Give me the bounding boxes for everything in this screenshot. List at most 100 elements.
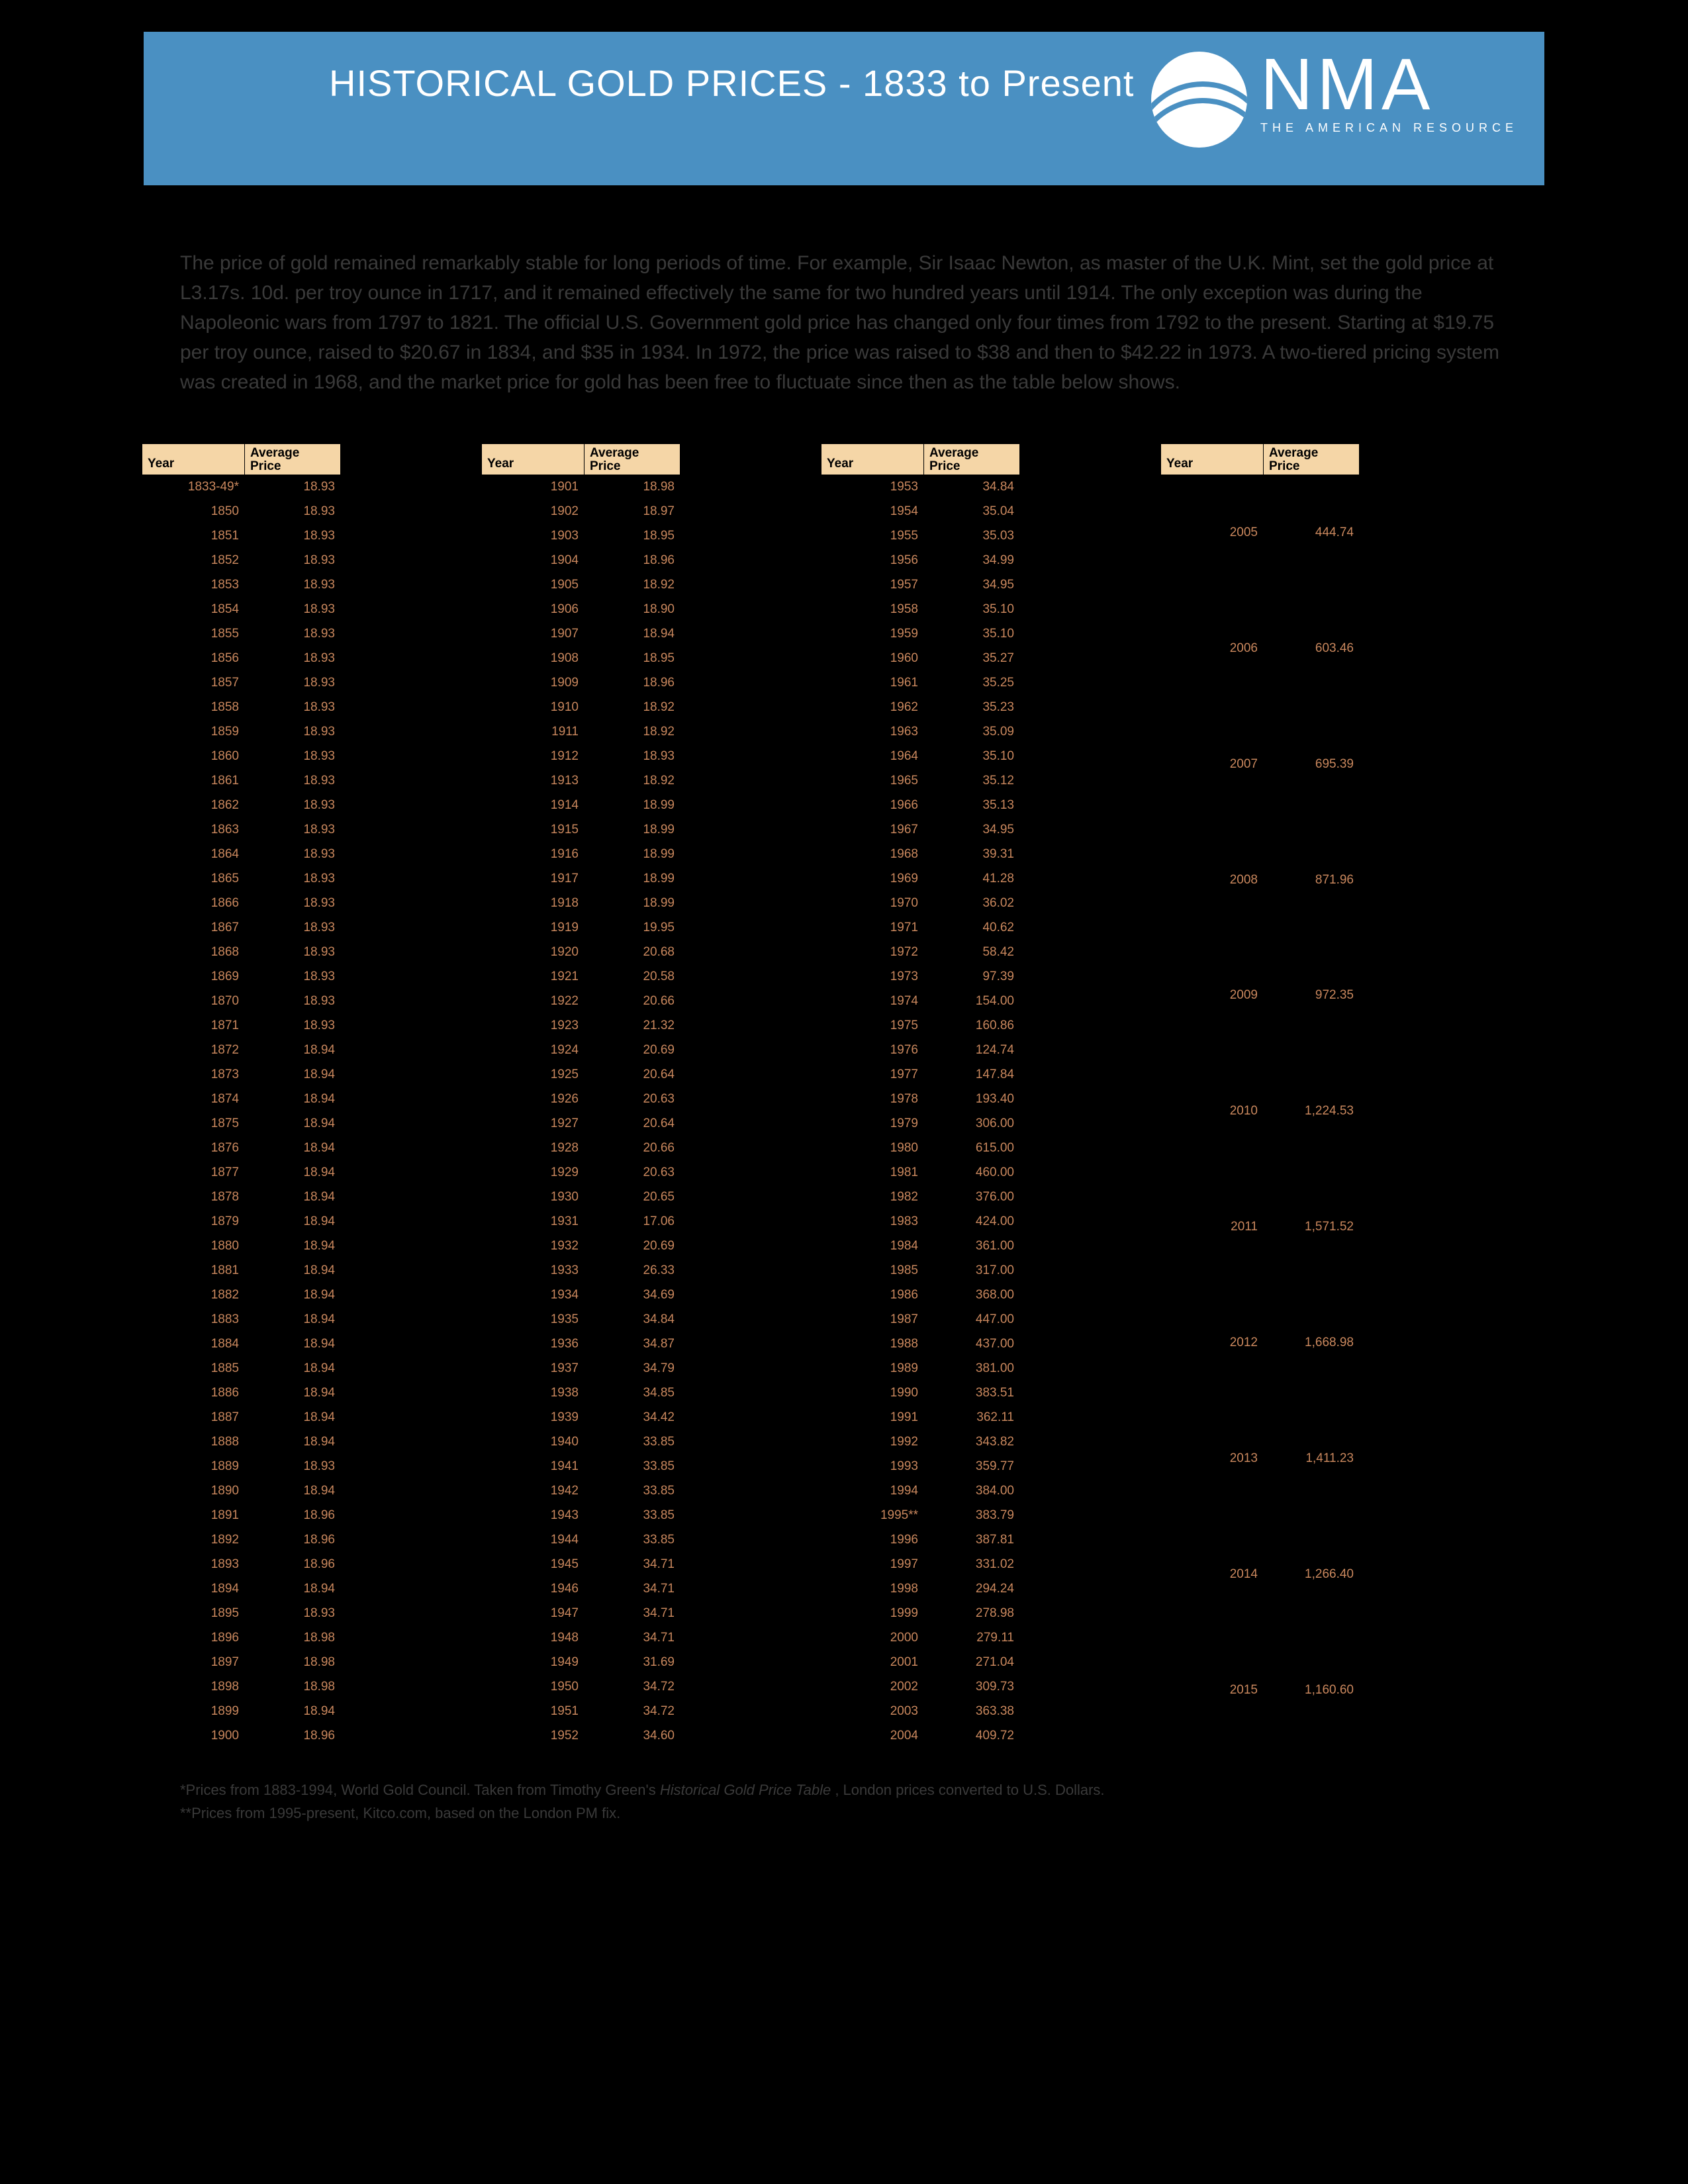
cell-year: 2006 — [1161, 590, 1264, 706]
table-row: 186518.93 — [142, 866, 341, 891]
table-row: 192720.64 — [482, 1111, 680, 1136]
table-row: 195634.99 — [821, 548, 1020, 572]
table-row: 2000279.11 — [821, 1625, 1020, 1650]
cell-price: 18.94 — [245, 1405, 341, 1430]
cell-year: 1970 — [821, 891, 924, 915]
cell-year: 1956 — [821, 548, 924, 572]
cell-price: 35.09 — [924, 719, 1020, 744]
table-row: 188218.94 — [142, 1283, 341, 1307]
cell-price: 18.94 — [245, 1258, 341, 1283]
cell-year: 1985 — [821, 1258, 924, 1283]
cell-year: 1946 — [482, 1576, 585, 1601]
table-row: 20101,224.53 — [1161, 1054, 1360, 1169]
cell-price: 34.71 — [585, 1601, 680, 1625]
table-row: 189318.96 — [142, 1552, 341, 1576]
table-row: 197397.39 — [821, 964, 1020, 989]
cell-price: 18.92 — [585, 719, 680, 744]
cell-year: 1965 — [821, 768, 924, 793]
cell-year: 1882 — [142, 1283, 245, 1307]
cell-year: 1859 — [142, 719, 245, 744]
cell-price: 18.96 — [585, 548, 680, 572]
cell-price: 147.84 — [924, 1062, 1020, 1087]
cell-price: 18.94 — [245, 1087, 341, 1111]
table-row: 187518.94 — [142, 1111, 341, 1136]
cell-price: 460.00 — [924, 1160, 1020, 1185]
cell-price: 409.72 — [924, 1723, 1020, 1748]
table-row: 195435.04 — [821, 499, 1020, 523]
cell-price: 18.96 — [245, 1527, 341, 1552]
cell-price: 18.93 — [245, 891, 341, 915]
table-row: 197258.42 — [821, 940, 1020, 964]
cell-year: 1962 — [821, 695, 924, 719]
price-table-4: YearAveragePrice2005444.742006603.462007… — [1160, 443, 1360, 1749]
table-row: 2006603.46 — [1161, 590, 1360, 706]
table-row: 188918.93 — [142, 1454, 341, 1479]
cell-year: 1949 — [482, 1650, 585, 1674]
cell-price: 306.00 — [924, 1111, 1020, 1136]
cell-price: 361.00 — [924, 1234, 1020, 1258]
cell-price: 18.94 — [245, 1038, 341, 1062]
cell-year: 1951 — [482, 1699, 585, 1723]
table-row: 187918.94 — [142, 1209, 341, 1234]
cell-price: 363.38 — [924, 1699, 1020, 1723]
table-row: 186418.93 — [142, 842, 341, 866]
col-price: AveragePrice — [585, 444, 680, 475]
cell-price: 18.93 — [245, 1454, 341, 1479]
cell-price: 35.27 — [924, 646, 1020, 670]
cell-year: 1884 — [142, 1332, 245, 1356]
cell-year: 1885 — [142, 1356, 245, 1381]
cell-price: 18.92 — [585, 695, 680, 719]
table-row: 196335.09 — [821, 719, 1020, 744]
cell-year: 1942 — [482, 1479, 585, 1503]
cell-year: 1932 — [482, 1234, 585, 1258]
cell-year: 1910 — [482, 695, 585, 719]
table-row: 190318.95 — [482, 523, 680, 548]
cell-price: 294.24 — [924, 1576, 1020, 1601]
cell-price: 19.95 — [585, 915, 680, 940]
cell-year: 1865 — [142, 866, 245, 891]
table-row: 187718.94 — [142, 1160, 341, 1185]
cell-year: 1999 — [821, 1601, 924, 1625]
page: HISTORICAL GOLD PRICES - 1833 to Present… — [0, 0, 1688, 2184]
table-row: 191618.99 — [482, 842, 680, 866]
table-row: 20131,411.23 — [1161, 1401, 1360, 1517]
table-row: 187018.93 — [142, 989, 341, 1013]
table-row: 189018.94 — [142, 1479, 341, 1503]
cell-year: 1959 — [821, 621, 924, 646]
table-row: 195935.10 — [821, 621, 1020, 646]
cell-price: 271.04 — [924, 1650, 1020, 1674]
table-row: 187218.94 — [142, 1038, 341, 1062]
cell-price: 343.82 — [924, 1430, 1020, 1454]
cell-year: 1994 — [821, 1479, 924, 1503]
table-row: 1982376.00 — [821, 1185, 1020, 1209]
cell-year: 1944 — [482, 1527, 585, 1552]
cell-year: 1930 — [482, 1185, 585, 1209]
cell-price: 160.86 — [924, 1013, 1020, 1038]
table-row: 194834.71 — [482, 1625, 680, 1650]
cell-price: 18.99 — [585, 842, 680, 866]
cell-year: 1905 — [482, 572, 585, 597]
cell-year: 1881 — [142, 1258, 245, 1283]
table-row: 20141,266.40 — [1161, 1517, 1360, 1633]
cell-year: 1900 — [142, 1723, 245, 1748]
table-row: 190518.92 — [482, 572, 680, 597]
cell-year: 2004 — [821, 1723, 924, 1748]
cell-year: 2013 — [1161, 1401, 1264, 1517]
table-row: 1980615.00 — [821, 1136, 1020, 1160]
table-row: 189618.98 — [142, 1625, 341, 1650]
cell-price: 18.93 — [245, 1013, 341, 1038]
col-year: Year — [1161, 444, 1264, 475]
cell-price: 35.12 — [924, 768, 1020, 793]
cell-price: 35.03 — [924, 523, 1020, 548]
cell-price: 18.90 — [585, 597, 680, 621]
table-row: 1994384.00 — [821, 1479, 1020, 1503]
cell-price: 1,571.52 — [1264, 1169, 1360, 1285]
table-row: 193020.65 — [482, 1185, 680, 1209]
table-row: 188718.94 — [142, 1405, 341, 1430]
table-row: 185818.93 — [142, 695, 341, 719]
banner: HISTORICAL GOLD PRICES - 1833 to Present… — [144, 32, 1544, 185]
table-row: 192920.63 — [482, 1160, 680, 1185]
cell-year: 1907 — [482, 621, 585, 646]
table-row: 195234.60 — [482, 1723, 680, 1748]
cell-year: 1926 — [482, 1087, 585, 1111]
